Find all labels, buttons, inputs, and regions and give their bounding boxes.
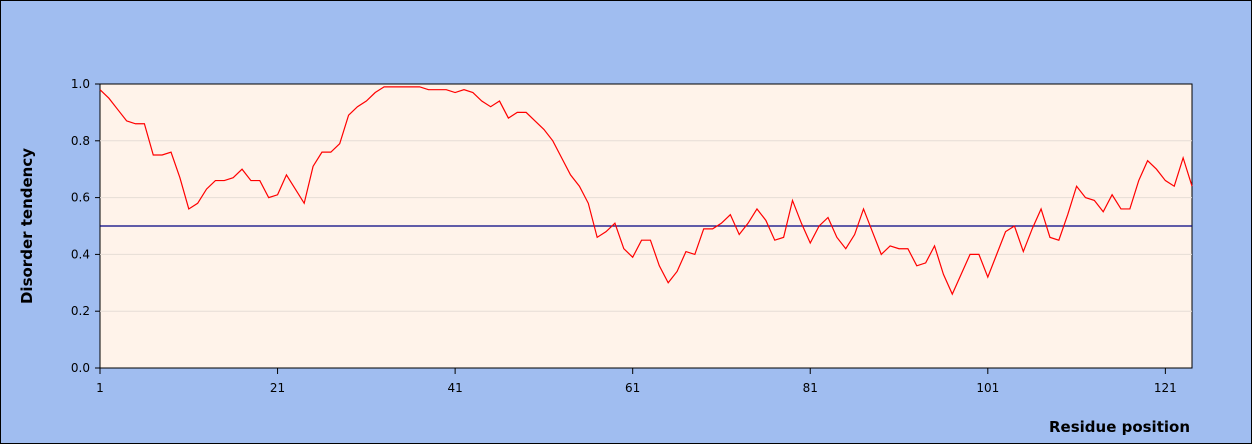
x-tick-label: 41 — [447, 381, 462, 395]
x-axis-label: Residue position — [1049, 418, 1190, 436]
x-tick-label: 21 — [270, 381, 285, 395]
x-tick-label: 61 — [625, 381, 640, 395]
x-tick-label: 121 — [1154, 381, 1177, 395]
data-line — [99, 86, 1193, 296]
y-axis-label: Disorder tendency — [18, 148, 36, 304]
y-tick-label: 0.6 — [71, 191, 90, 205]
y-tick-label: 0.8 — [71, 134, 90, 148]
y-tick-label: 1.0 — [71, 77, 90, 91]
y-tick-label: 0.0 — [71, 361, 90, 375]
y-tick-label: 0.2 — [71, 304, 90, 318]
x-tick-label: 101 — [976, 381, 999, 395]
y-tick-label: 0.4 — [71, 247, 90, 261]
x-tick-label: 81 — [803, 381, 818, 395]
x-tick-label: 1 — [96, 381, 104, 395]
